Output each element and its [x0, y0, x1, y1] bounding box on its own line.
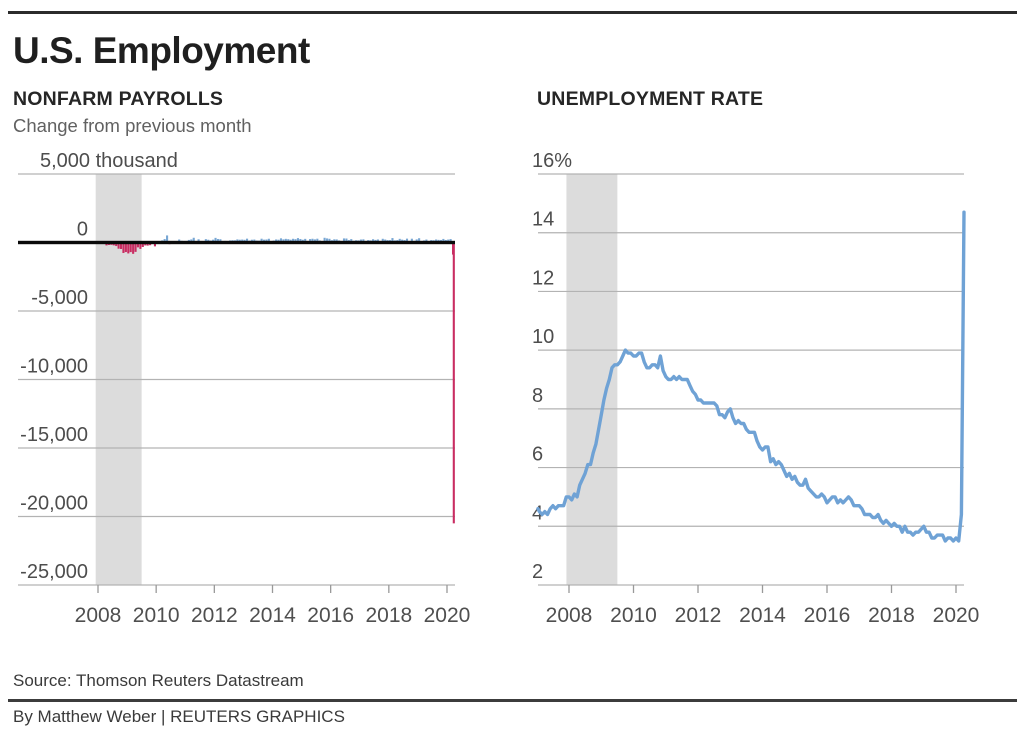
zero-axis-line: [18, 240, 455, 245]
payroll-bar: [316, 238, 319, 243]
payroll-bar: [192, 237, 195, 243]
payroll-bar: [342, 238, 346, 243]
footer-rule: [8, 699, 1017, 702]
top-rule: [8, 11, 1017, 14]
payroll-bar: [119, 242, 123, 249]
y-tick-label: 10: [532, 326, 554, 348]
payroll-bar: [418, 238, 421, 243]
y-tick-label: -5,000: [31, 287, 88, 309]
payroll-bar: [166, 235, 169, 243]
payroll-bar: [309, 239, 312, 243]
payroll-bar: [292, 238, 295, 243]
payroll-bar: [452, 242, 455, 524]
x-tick-label: 2018: [868, 604, 915, 627]
y-tick-label: -20,000: [20, 493, 88, 515]
payroll-bar: [260, 238, 263, 243]
payroll-bar: [296, 238, 299, 243]
x-tick-label: 2012: [675, 604, 722, 627]
payroll-bar: [139, 242, 142, 249]
payroll-bar: [134, 242, 137, 252]
payroll-bar: [391, 238, 394, 243]
payroll-bar: [115, 242, 118, 247]
payroll-bar: [214, 237, 217, 243]
y-tick-label: 2: [532, 561, 543, 583]
payroll-bar: [163, 239, 166, 243]
y-tick-label: 12: [532, 267, 554, 289]
x-tick-label: 2008: [546, 604, 593, 627]
y-tick-label: -25,000: [20, 561, 88, 583]
payroll-bar: [323, 237, 326, 243]
payroll-bar: [449, 239, 452, 243]
payroll-bar: [122, 242, 125, 253]
payroll-bar: [304, 238, 307, 243]
payroll-bar: [153, 242, 157, 247]
payroll-bar: [345, 238, 348, 243]
unemployment-chart-title: UNEMPLOYMENT RATE: [537, 88, 764, 110]
y-tick-label: 0: [77, 219, 88, 241]
y-axis-unit-label: 16%: [532, 150, 572, 172]
unemployment-line: [536, 210, 966, 543]
payroll-bar: [279, 238, 283, 243]
y-tick-label: 14: [532, 209, 554, 231]
payroll-bar: [132, 242, 135, 254]
y-axis-unit-label: 5,000 thousand: [40, 150, 178, 172]
payroll-bar: [124, 242, 127, 253]
payroll-bar: [398, 238, 401, 243]
payroll-bar: [311, 238, 314, 243]
payroll-bar: [350, 239, 353, 243]
x-tick-label: 2016: [307, 604, 354, 627]
x-tick-label: 2020: [933, 604, 980, 627]
payroll-bar: [267, 238, 270, 243]
payroll-bar: [129, 242, 132, 253]
payroll-bar: [141, 242, 144, 247]
byline: By Matthew Weber | REUTERS GRAPHICS: [13, 707, 345, 726]
payroll-bar: [299, 238, 302, 243]
payroll-bar: [127, 242, 130, 254]
y-tick-label: 4: [532, 502, 543, 524]
page-title: U.S. Employment: [13, 30, 310, 71]
y-tick-label: 8: [532, 385, 543, 407]
x-tick-label: 2018: [365, 604, 412, 627]
payroll-bar: [381, 238, 384, 243]
x-tick-label: 2014: [249, 604, 296, 627]
x-tick-label: 2016: [804, 604, 851, 627]
x-tick-label: 2010: [133, 604, 180, 627]
x-tick-label: 2008: [75, 604, 122, 627]
payroll-bar: [410, 238, 413, 243]
x-tick-label: 2020: [424, 604, 471, 627]
y-tick-label: -10,000: [20, 356, 88, 378]
payroll-bar: [405, 238, 409, 243]
x-tick-label: 2012: [191, 604, 238, 627]
y-tick-label: 6: [532, 444, 543, 466]
payroll-bar: [325, 238, 329, 243]
x-tick-label: 2010: [610, 604, 657, 627]
y-tick-label: -15,000: [20, 424, 88, 446]
payroll-bar: [136, 242, 140, 248]
payroll-bar: [117, 242, 120, 249]
payrolls-chart-subtitle: Change from previous month: [13, 115, 252, 136]
payroll-bar: [284, 238, 287, 243]
payrolls-chart: 5,000 thousand 0 -5,000 -10,000 -15,000 -20,0…: [18, 150, 471, 627]
payroll-bar: [442, 238, 445, 243]
payroll-bar: [216, 238, 220, 243]
payrolls-chart-title: NONFARM PAYROLLS: [13, 88, 224, 110]
source-note: Source: Thomson Reuters Datastream: [13, 671, 304, 690]
payroll-bar: [246, 238, 249, 243]
payroll-bar: [328, 238, 331, 243]
x-tick-label: 2014: [739, 604, 786, 627]
